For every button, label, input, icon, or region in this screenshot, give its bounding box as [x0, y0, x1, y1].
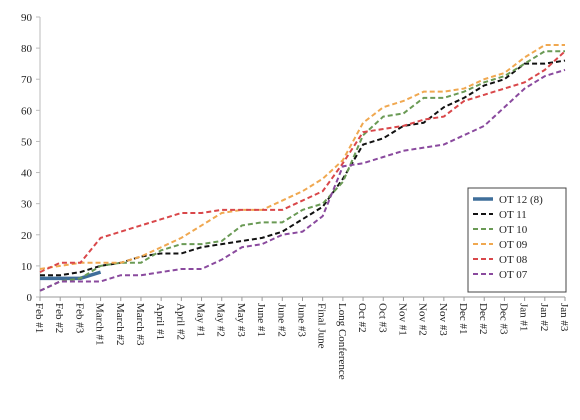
legend-label: OT 08 — [499, 254, 528, 266]
series-line — [40, 270, 102, 281]
x-tick-label: April #1 — [154, 303, 166, 340]
y-tick-label: 90 — [21, 12, 33, 24]
x-tick-label: Feb #1 — [33, 303, 45, 333]
y-tick-label: 0 — [27, 292, 33, 304]
y-tick-label: 80 — [21, 43, 33, 55]
series-line — [39, 50, 566, 274]
x-tick-label: March #1 — [94, 303, 106, 345]
x-tick-label: Jan #1 — [518, 303, 530, 331]
x-tick-label: May #1 — [195, 303, 207, 337]
x-tick-label: April #2 — [174, 303, 186, 340]
x-tick-label: May #2 — [215, 303, 227, 337]
x-tick-label: Oct #3 — [376, 303, 388, 333]
x-tick-label: June #3 — [296, 303, 308, 337]
legend-label: OT 10 — [499, 224, 528, 236]
series-line — [39, 50, 565, 292]
x-tick-label: Oct #2 — [356, 303, 368, 333]
x-tick-label: Dec #3 — [497, 303, 509, 335]
y-tick-label: 30 — [21, 199, 33, 211]
x-tick-label: Dec #1 — [457, 303, 469, 334]
x-tick-label: Feb #2 — [53, 303, 65, 333]
legend-box — [467, 187, 567, 293]
legend-label: OT 09 — [499, 239, 528, 251]
x-tick-label: Dec #2 — [477, 303, 489, 334]
y-tick-label: 20 — [21, 230, 33, 242]
legend-label: OT 07 — [499, 269, 528, 281]
x-tick-label: Final June — [316, 303, 328, 349]
legend-label: OT 12 (8) — [499, 194, 543, 206]
x-tick-label: May #3 — [235, 303, 247, 337]
x-tick-label: Long Conference — [336, 303, 348, 380]
x-tick-label: Nov #1 — [396, 303, 408, 336]
series-line — [39, 44, 565, 270]
y-tick-label: 10 — [21, 261, 33, 273]
x-tick-label: March #3 — [134, 303, 146, 346]
x-tick-label: Jan #2 — [538, 303, 550, 331]
series-line — [39, 68, 566, 292]
x-tick-label: June #1 — [255, 303, 267, 337]
y-tick-label: 50 — [21, 136, 33, 148]
x-tick-label: March #2 — [114, 303, 126, 345]
x-tick-label: Nov #2 — [417, 303, 429, 336]
x-tick-label: June #2 — [275, 303, 287, 337]
y-tick-label: 40 — [21, 168, 33, 180]
y-tick-label: 60 — [21, 105, 33, 117]
x-tick-label: Nov #3 — [437, 303, 449, 336]
x-tick-label: Jan #3 — [558, 303, 570, 332]
y-tick-label: 70 — [21, 74, 33, 86]
legend-label: OT 11 — [499, 209, 527, 221]
x-tick-label: Feb #3 — [73, 303, 85, 334]
